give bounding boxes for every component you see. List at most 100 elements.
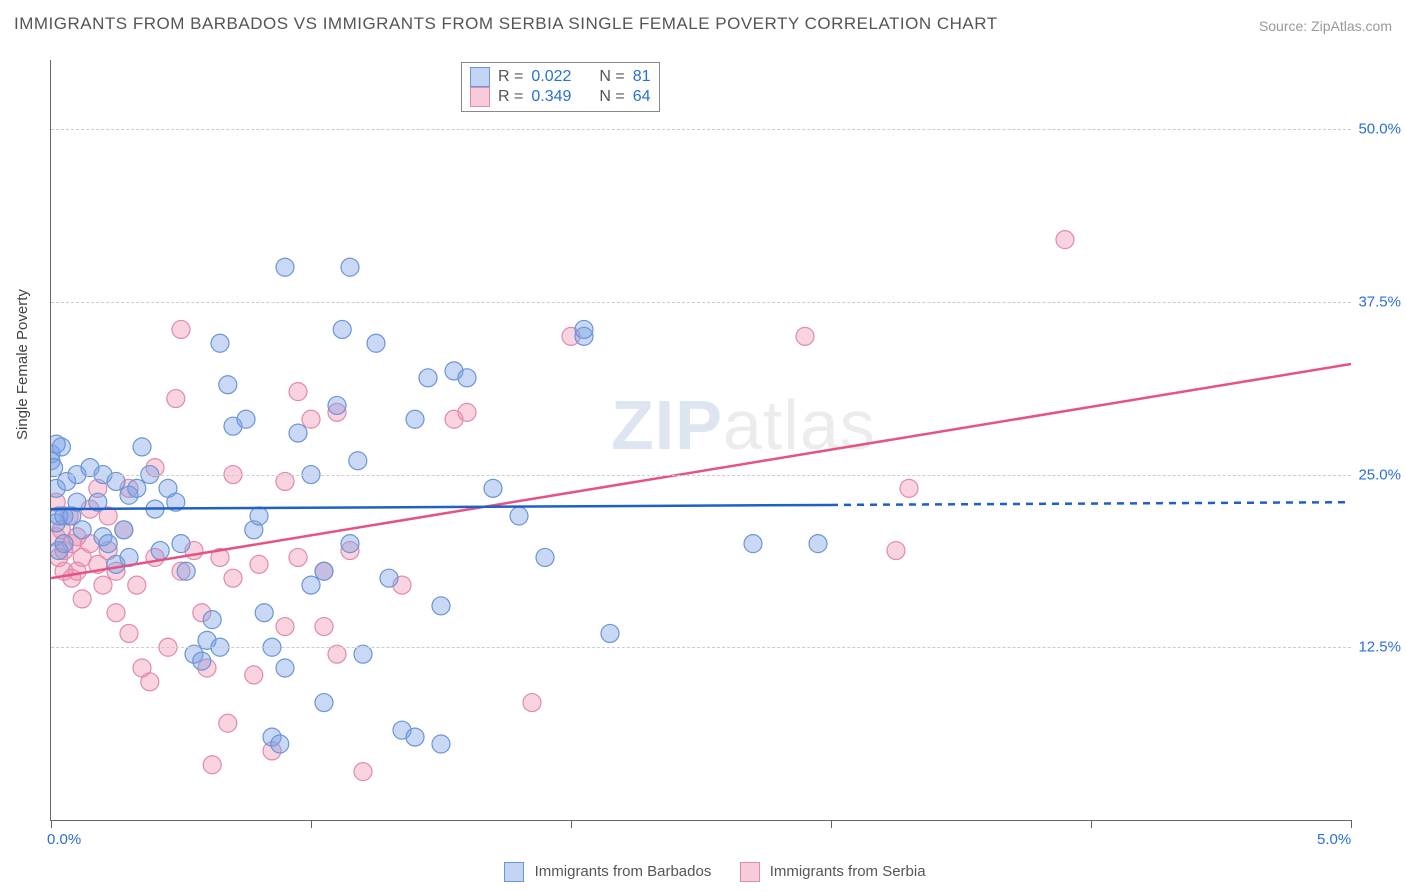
swatch-barbados-icon	[470, 67, 490, 87]
point-serbia	[120, 624, 138, 642]
x-tick	[51, 820, 52, 828]
point-barbados	[276, 258, 294, 276]
plot-area: ZIPatlas R = 0.022 N = 81 R = 0.349 N = …	[50, 60, 1351, 821]
point-barbados	[458, 369, 476, 387]
point-serbia	[523, 694, 541, 712]
r-value-serbia: 0.349	[531, 88, 571, 106]
gridline	[51, 129, 1351, 130]
r-label: R =	[498, 68, 523, 86]
point-barbados	[237, 410, 255, 428]
point-barbados	[211, 334, 229, 352]
trendline-serbia	[51, 364, 1351, 578]
point-barbados	[349, 452, 367, 470]
point-barbados	[177, 562, 195, 580]
point-barbados	[315, 694, 333, 712]
point-barbados	[367, 334, 385, 352]
x-tick	[831, 820, 832, 828]
n-value-barbados: 81	[633, 68, 651, 86]
point-barbados	[250, 507, 268, 525]
point-serbia	[107, 604, 125, 622]
point-barbados	[432, 735, 450, 753]
x-tick	[1351, 820, 1352, 828]
gridline	[51, 647, 1351, 648]
x-min-label: 0.0%	[47, 831, 81, 848]
point-barbados	[510, 507, 528, 525]
source-label: Source:	[1259, 18, 1307, 34]
source-link[interactable]: ZipAtlas.com	[1311, 18, 1392, 34]
stats-row-serbia: R = 0.349 N = 64	[470, 87, 651, 107]
point-serbia	[203, 756, 221, 774]
point-barbados	[406, 410, 424, 428]
r-label: R =	[498, 88, 523, 106]
point-serbia	[219, 714, 237, 732]
point-serbia	[458, 403, 476, 421]
swatch-serbia-icon	[740, 862, 760, 882]
source-attribution: Source: ZipAtlas.com	[1259, 18, 1392, 34]
point-serbia	[141, 673, 159, 691]
legend-label-serbia: Immigrants from Serbia	[770, 863, 926, 880]
point-barbados	[601, 624, 619, 642]
point-barbados	[203, 611, 221, 629]
point-barbados	[151, 542, 169, 560]
point-barbados	[172, 535, 190, 553]
stats-row-barbados: R = 0.022 N = 81	[470, 67, 651, 87]
point-serbia	[289, 548, 307, 566]
swatch-serbia-icon	[470, 87, 490, 107]
point-barbados	[333, 320, 351, 338]
point-barbados	[809, 535, 827, 553]
point-barbados	[341, 258, 359, 276]
point-barbados	[99, 535, 117, 553]
series-legend: Immigrants from Barbados Immigrants from…	[0, 862, 1406, 882]
point-barbados	[432, 597, 450, 615]
point-barbados	[255, 604, 273, 622]
point-serbia	[315, 618, 333, 636]
x-tick	[311, 820, 312, 828]
point-barbados	[328, 396, 346, 414]
point-serbia	[172, 320, 190, 338]
point-serbia	[900, 479, 918, 497]
point-barbados	[276, 659, 294, 677]
point-serbia	[94, 576, 112, 594]
y-tick-label: 50.0%	[1358, 121, 1401, 138]
point-barbados	[55, 535, 73, 553]
point-barbados	[302, 576, 320, 594]
r-value-barbados: 0.022	[531, 68, 571, 86]
stats-legend: R = 0.022 N = 81 R = 0.349 N = 64	[461, 62, 660, 112]
point-barbados	[315, 562, 333, 580]
trendline-barbados-dashed	[831, 502, 1351, 505]
point-barbados	[51, 435, 65, 453]
point-barbados	[341, 535, 359, 553]
legend-label-barbados: Immigrants from Barbados	[535, 863, 712, 880]
x-max-label: 5.0%	[1317, 831, 1351, 848]
point-barbados	[536, 548, 554, 566]
point-barbados	[419, 369, 437, 387]
point-serbia	[354, 763, 372, 781]
x-tick	[1091, 820, 1092, 828]
point-barbados	[289, 424, 307, 442]
gridline	[51, 475, 1351, 476]
point-barbados	[744, 535, 762, 553]
y-tick-label: 37.5%	[1358, 293, 1401, 310]
point-barbados	[133, 438, 151, 456]
point-serbia	[224, 569, 242, 587]
point-barbados	[219, 376, 237, 394]
gridline	[51, 302, 1351, 303]
point-serbia	[128, 576, 146, 594]
point-serbia	[302, 410, 320, 428]
y-tick-label: 25.0%	[1358, 466, 1401, 483]
y-tick-label: 12.5%	[1358, 639, 1401, 656]
point-serbia	[1056, 231, 1074, 249]
y-axis-title: Single Female Poverty	[14, 289, 31, 440]
point-serbia	[167, 390, 185, 408]
point-serbia	[796, 327, 814, 345]
point-barbados	[73, 521, 91, 539]
n-label: N =	[599, 68, 624, 86]
point-serbia	[276, 618, 294, 636]
scatter-svg	[51, 60, 1351, 820]
point-barbados	[193, 652, 211, 670]
point-barbados	[271, 735, 289, 753]
point-serbia	[73, 590, 91, 608]
point-serbia	[887, 542, 905, 560]
point-barbados	[128, 479, 146, 497]
point-barbados	[575, 320, 593, 338]
